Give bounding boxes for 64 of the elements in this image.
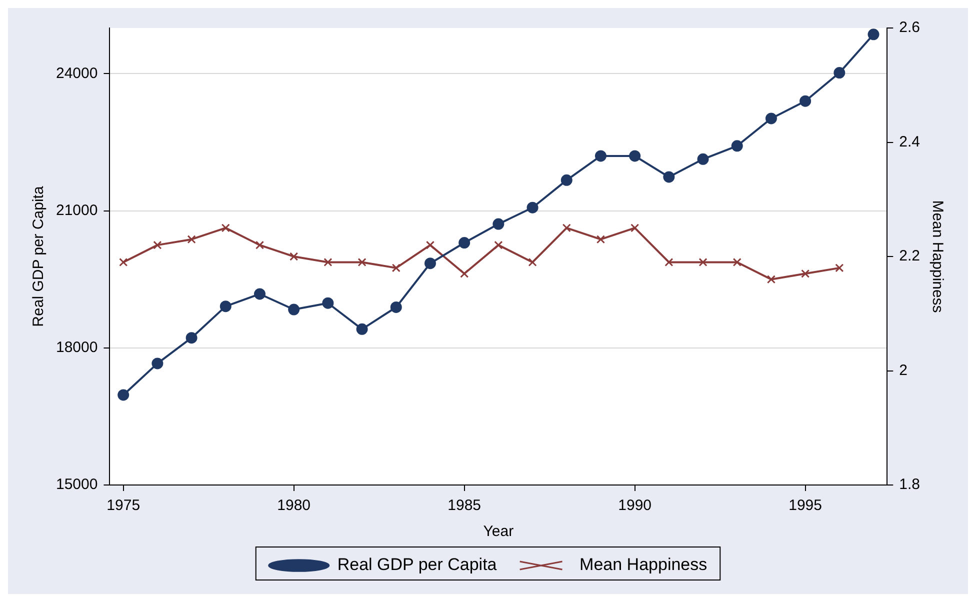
point — [119, 258, 128, 266]
point — [186, 332, 198, 344]
point — [834, 67, 846, 79]
point — [766, 275, 776, 284]
x-axis-title: Year — [483, 523, 514, 540]
point — [356, 323, 368, 335]
point — [765, 112, 777, 124]
point — [324, 258, 332, 266]
point — [152, 358, 164, 370]
x-tick-label: 1980 — [277, 497, 311, 514]
point — [322, 297, 334, 309]
point — [629, 150, 641, 162]
y2-tick-label: 2.4 — [899, 133, 920, 150]
x-tick-label: 1975 — [106, 497, 140, 514]
point — [492, 218, 504, 230]
point — [290, 252, 298, 261]
point — [153, 240, 162, 250]
point — [424, 258, 436, 270]
point — [358, 258, 366, 266]
point — [390, 301, 402, 313]
point — [732, 258, 742, 266]
legend-label: Mean Happiness — [580, 555, 708, 574]
y-tick-label: 24000 — [56, 64, 98, 82]
point — [526, 202, 538, 214]
point — [663, 171, 675, 183]
y2-tick-label: 1.8 — [899, 476, 920, 494]
point — [528, 258, 537, 266]
point — [220, 300, 232, 312]
point — [697, 153, 709, 165]
y-tick-label: 18000 — [56, 339, 98, 356]
point — [731, 140, 743, 152]
point — [868, 28, 880, 40]
x-tick-label: 1995 — [788, 497, 822, 514]
point — [460, 269, 469, 278]
y2-axis-title: Mean Happiness — [928, 200, 946, 313]
y2-tick-label: 2.2 — [899, 248, 920, 265]
x-tick-label: 1985 — [448, 497, 482, 514]
y-tick-label: 15000 — [56, 476, 98, 494]
point — [494, 240, 503, 250]
y2-tick-label: 2.6 — [899, 19, 920, 36]
point — [562, 224, 571, 232]
point — [255, 240, 264, 250]
point — [560, 174, 572, 186]
point — [187, 235, 196, 244]
y-tick-label: 21000 — [56, 202, 98, 219]
point — [221, 224, 230, 232]
point — [800, 95, 812, 107]
point — [630, 224, 640, 232]
point — [392, 264, 400, 272]
point — [596, 235, 606, 244]
point — [288, 304, 300, 316]
y-axis-title: Real GDP per Capita — [30, 186, 48, 327]
legend-label: Real GDP per Capita — [337, 555, 498, 574]
point — [664, 258, 674, 266]
point — [594, 150, 606, 162]
y2-tick-label: 2 — [899, 362, 908, 379]
point — [698, 258, 708, 266]
point — [458, 237, 470, 249]
point — [801, 269, 810, 278]
point — [118, 389, 130, 401]
point — [426, 240, 435, 250]
point — [835, 264, 844, 272]
point — [254, 288, 266, 300]
x-tick-label: 1990 — [618, 497, 652, 514]
